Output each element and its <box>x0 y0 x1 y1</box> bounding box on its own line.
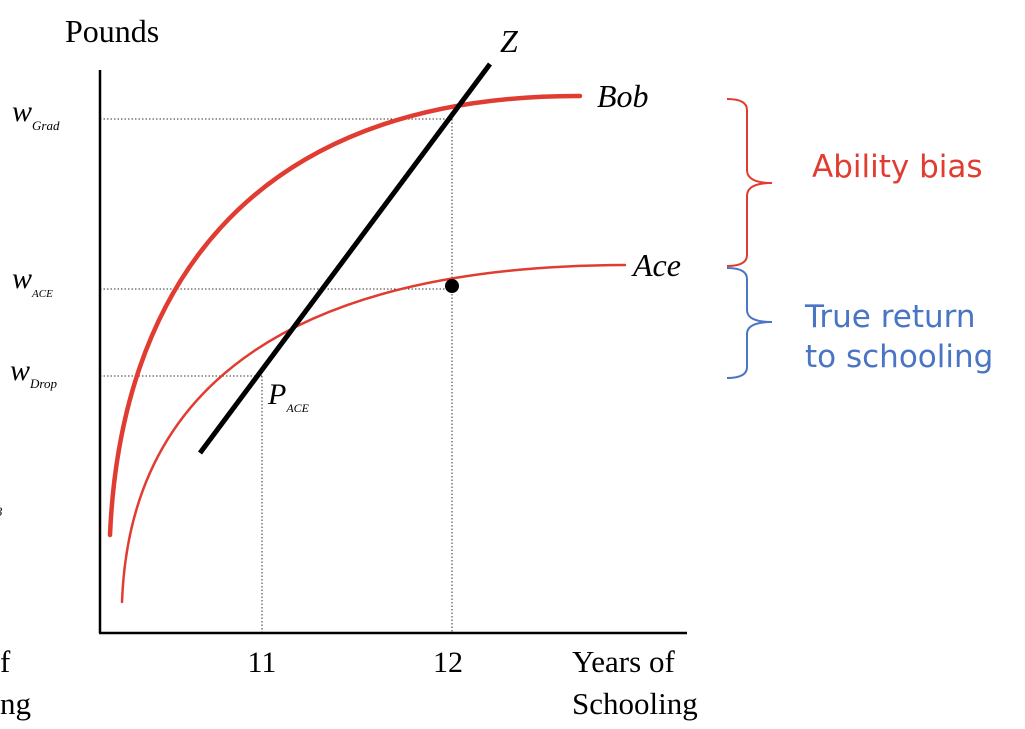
p-ace-label: PACE <box>267 378 310 415</box>
x-tick-12: 12 <box>433 646 463 679</box>
ace-label: Ace <box>631 247 681 283</box>
true-return-text-line1: True return <box>804 299 976 335</box>
x-axis-title-line2: Schooling <box>572 686 698 721</box>
ability-bias-text: Ability bias <box>812 149 983 185</box>
true-return-text-line2: to schooling <box>805 339 993 375</box>
p-ace-base: P <box>267 378 286 411</box>
x-axis-title-line1: Years of <box>572 644 675 679</box>
left-cropped-line2: ng <box>0 686 31 721</box>
w-drop-base: w <box>10 354 30 387</box>
left-cropped-line1: f <box>0 644 11 679</box>
w-ace-sub: ACE <box>31 288 53 300</box>
z-line <box>197 62 493 455</box>
w-drop-label: wDrop <box>10 354 57 391</box>
w-ace-base: w <box>12 262 32 295</box>
y-axis-title: Pounds <box>65 13 159 49</box>
bob-label: Bob <box>597 78 649 114</box>
w-ace-label: wACE <box>12 262 53 300</box>
ace-point-marker <box>445 279 459 293</box>
ace-curve <box>120 263 627 604</box>
w-grad-label: wGrad <box>12 95 60 133</box>
z-label: Z <box>500 23 519 59</box>
ability-bias-brace <box>726 98 773 267</box>
w-grad-sub: Grad <box>32 118 60 133</box>
w-drop-sub: Drop <box>29 376 57 391</box>
p-ace-sub: ACE <box>285 401 309 415</box>
w-grad-base: w <box>12 95 32 128</box>
x-tick-11: 11 <box>248 646 277 679</box>
bob-curve <box>107 93 583 538</box>
true-return-brace <box>726 267 773 379</box>
left-cropped-fragment: 3 <box>0 504 3 519</box>
